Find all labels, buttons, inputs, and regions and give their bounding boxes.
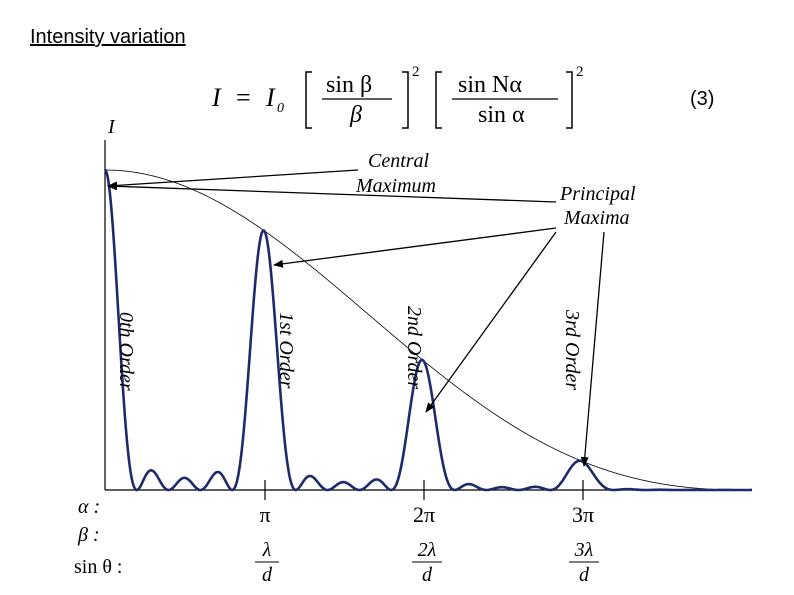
power-1: 2 bbox=[412, 64, 420, 80]
order-label-0: 0th Order bbox=[115, 312, 137, 391]
left-bracket-1 bbox=[305, 71, 312, 129]
sin-value-3-numerator: 3λ bbox=[574, 539, 594, 561]
principal-to-1st-arrow bbox=[273, 227, 557, 268]
order-label-2: 2nd Order bbox=[403, 306, 425, 389]
equation-number: (3) bbox=[690, 88, 715, 110]
sin-value-2-numerator: 2λ bbox=[418, 539, 437, 561]
right-bracket-1 bbox=[402, 71, 409, 129]
central-maximum-arrow bbox=[107, 169, 359, 190]
diffraction-envelope bbox=[105, 169, 752, 491]
principal-to-3rd-arrow bbox=[580, 231, 605, 467]
equation-i0-subscript: 0 bbox=[277, 101, 284, 116]
power-2: 2 bbox=[576, 64, 584, 80]
central-maximum-label-line2: Maximum bbox=[355, 175, 436, 197]
equation-equals: = bbox=[236, 83, 251, 112]
left-bracket-2 bbox=[435, 71, 442, 129]
alpha-value-3: 3π bbox=[572, 502, 594, 527]
sin-theta-row-label: sin θ : bbox=[74, 556, 122, 578]
sin-value-3-denominator: d bbox=[579, 564, 590, 586]
order-label-1: 1st Order bbox=[275, 312, 297, 389]
alpha-value-2: 2π bbox=[413, 502, 435, 527]
intensity-equation: I = I 0 sin β β 2 sin Nα sin α 2 bbox=[211, 64, 584, 129]
page-title: Intensity variation bbox=[30, 26, 186, 48]
principal-maxima-label-line2: Maxima bbox=[563, 207, 630, 229]
order-label-3: 3rd Order bbox=[561, 309, 583, 390]
frac2-denominator: sin α bbox=[478, 102, 525, 128]
y-axis-label: I bbox=[107, 116, 116, 138]
alpha-row-label: α : bbox=[78, 496, 100, 518]
central-maximum-label-line1: Central bbox=[368, 150, 430, 172]
frac1-numerator: sin β bbox=[326, 72, 372, 98]
sin-value-1-numerator: λ bbox=[262, 539, 272, 561]
frac1-denominator: β bbox=[349, 102, 362, 128]
sin-value-1-denominator: d bbox=[262, 564, 273, 586]
principal-maxima-label-line1: Principal bbox=[559, 183, 636, 205]
interference-intensity-curve bbox=[104, 168, 753, 492]
principal-to-0th-arrow bbox=[107, 182, 557, 203]
x-axis-ticks bbox=[264, 480, 584, 500]
right-bracket-2 bbox=[566, 71, 573, 129]
beta-row-label: β : bbox=[77, 524, 100, 546]
alpha-value-1: π bbox=[259, 502, 270, 527]
equation-i0: I bbox=[265, 83, 276, 112]
sin-value-2-denominator: d bbox=[422, 564, 433, 586]
principal-to-2nd-arrow bbox=[425, 231, 557, 413]
frac2-numerator: sin Nα bbox=[458, 72, 522, 98]
equation-lhs: I bbox=[211, 83, 222, 112]
